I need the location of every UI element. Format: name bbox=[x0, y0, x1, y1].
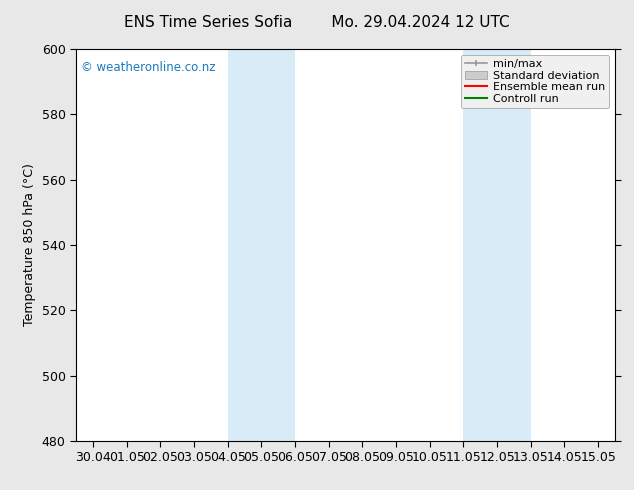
Legend: min/max, Standard deviation, Ensemble mean run, Controll run: min/max, Standard deviation, Ensemble me… bbox=[460, 54, 609, 108]
Bar bbox=[463, 49, 497, 441]
Text: © weatheronline.co.nz: © weatheronline.co.nz bbox=[81, 61, 216, 74]
Bar bbox=[261, 49, 295, 441]
Bar bbox=[228, 49, 261, 441]
Text: ENS Time Series Sofia        Mo. 29.04.2024 12 UTC: ENS Time Series Sofia Mo. 29.04.2024 12 … bbox=[124, 15, 510, 30]
Bar bbox=[497, 49, 531, 441]
Y-axis label: Temperature 850 hPa (°C): Temperature 850 hPa (°C) bbox=[23, 164, 36, 326]
